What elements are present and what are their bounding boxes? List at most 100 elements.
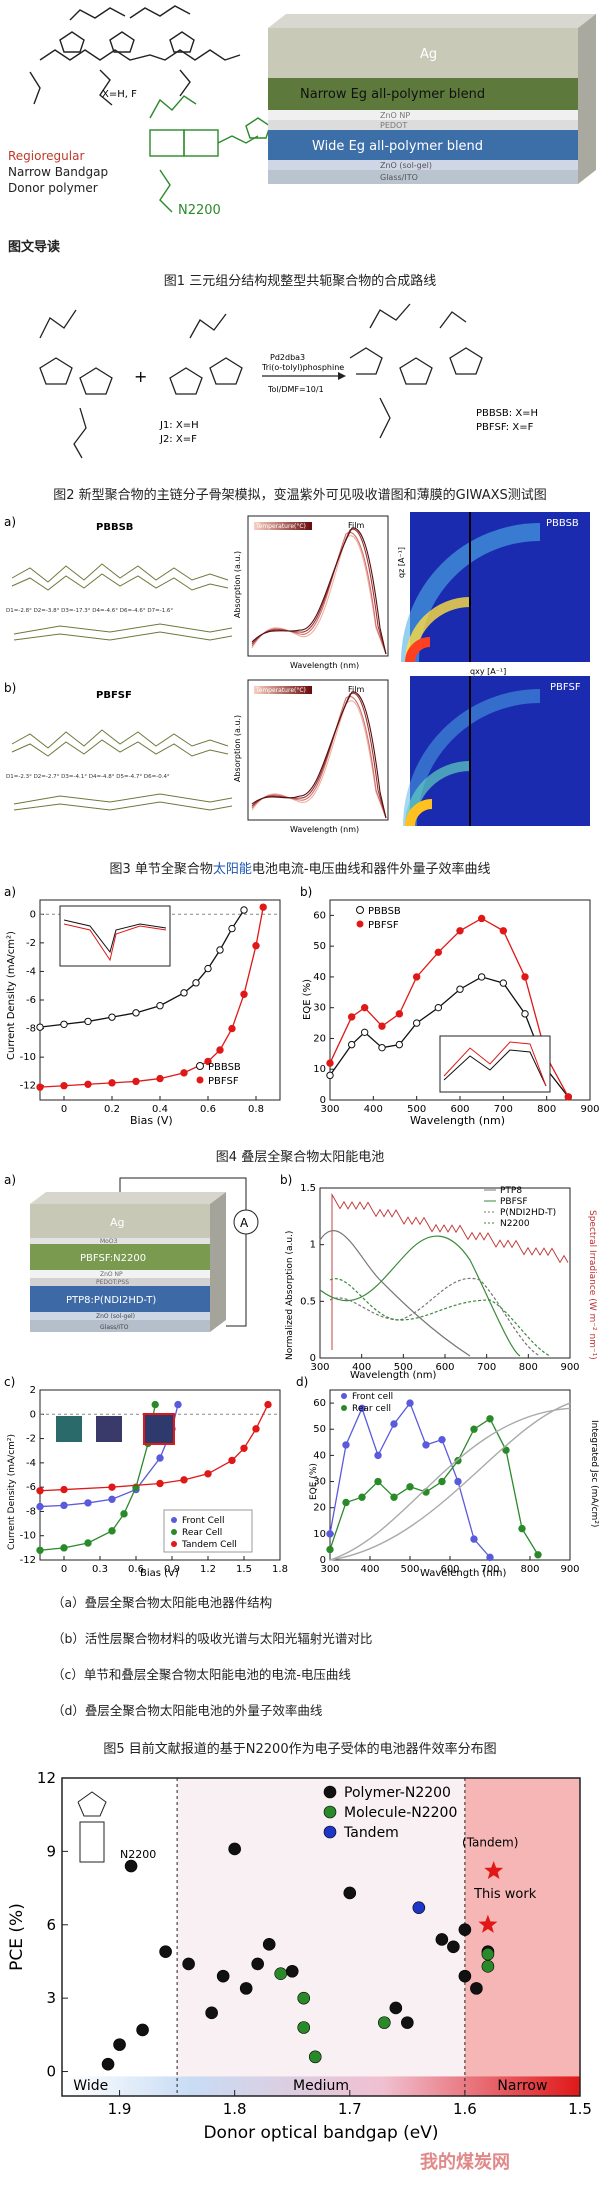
eqe-inset-line-pbbsb: [443, 1049, 547, 1087]
eqe4-front-point: [374, 1451, 382, 1460]
eqe4-ytick-label: 40: [313, 1450, 326, 1461]
pce-scatter: 1.9 1.8 1.7 1.6 1.5 0 3 6 9 12 Wide Medium Narrow Don…: [7, 1769, 592, 2143]
scatter-point: [308, 2050, 322, 2064]
eqe4-xtick-label: 300: [320, 1564, 339, 1575]
abs4-solar-line: [331, 1192, 569, 1350]
scatter-legend-marker: [323, 1825, 337, 1839]
scatter-legend-label: Polymer-N2200: [344, 1785, 451, 1801]
eqe4-jsc-rear: [329, 1402, 571, 1561]
jv-pbfsf-point: [108, 1079, 116, 1087]
jv4-rear-point: [36, 1546, 44, 1554]
section-heading: 图文导读: [8, 240, 61, 255]
abs-a-curves: [251, 527, 387, 655]
eqe4-rear-line: [329, 1417, 539, 1556]
eqe-pbfsf-point: [395, 1010, 404, 1018]
abs4-legend: PTP8 PBFSF P(NDI2HD-T) N2200: [484, 1186, 556, 1229]
scatter-xtick-label: 1.7: [338, 2100, 362, 2118]
eqe-pbfsf-point: [434, 948, 443, 957]
jv-ylabel: Current Density (mA/cm²): [6, 931, 17, 1060]
scatter-point: [343, 1886, 357, 1900]
pedot-label: PEDOT: [380, 121, 407, 130]
jv-pbfsf-point: [84, 1080, 92, 1088]
eqe4-ytick-label: 30: [313, 1477, 326, 1488]
eqe4-front-point: [438, 1435, 446, 1444]
jv-pbfsf-point: [204, 1057, 212, 1066]
jv-inset: [59, 905, 171, 967]
scatter-point: [481, 1947, 495, 1961]
abs4-ytick-label: 1.5: [300, 1183, 316, 1194]
abs4-ytick-label: 0: [310, 1353, 316, 1364]
eqe-ytick-label: 10: [313, 1064, 326, 1075]
jv4-tandem-point: [228, 1456, 236, 1465]
jv-pbbsb-line: [39, 909, 245, 1028]
inset-n2200-label: N2200: [120, 1848, 156, 1861]
eqe-pbbsb-point: [360, 1028, 369, 1037]
eqe-xtick-label: 900: [580, 1104, 599, 1115]
fig2-a-title: PBBSB: [96, 522, 133, 533]
eqe4-ytick-label: 10: [313, 1529, 326, 1540]
zno-np-layer: [268, 110, 578, 120]
eqe-ytick-label: 0: [320, 1095, 326, 1106]
jv4-tandem-point: [156, 1479, 164, 1488]
eqe4-ytick-label: 60: [313, 1398, 326, 1409]
jv4-front-point: [156, 1454, 164, 1462]
eqe4-ylabel: EQE (%): [309, 1463, 319, 1500]
scatter-ytick-label: 3: [46, 1989, 56, 2007]
jv4-xtick-label: 0.6: [128, 1564, 144, 1575]
fig4-item-a: （a）叠层全聚合物太阳能电池器件结构: [52, 1595, 273, 1610]
eqe-inset: [439, 1035, 551, 1093]
scatter-legend-label: Molecule-N2200: [344, 1805, 457, 1821]
abs4-ptp8-line: [319, 1230, 471, 1357]
scatter-point: [458, 1969, 472, 1983]
fig3-a-label: a): [4, 885, 16, 899]
scatter-ytick-label: 6: [46, 1916, 56, 1934]
this-work-star: [478, 1914, 498, 1933]
abs4-y2label: Spectral Irradiance (W m⁻² nm⁻¹): [587, 1210, 597, 1360]
photo-tandem: [143, 1413, 175, 1445]
svg-text:A: A: [240, 1216, 249, 1230]
jv-ytick-label: -2: [26, 938, 36, 949]
fig5-svg: 1.9 1.8 1.7 1.6 1.5 0 3 6 9 12 Wide Medium Narrow Don…: [7, 1769, 592, 2143]
hero-figure: X=H, F Regioregular Narrow Bandgap Donor…: [0, 0, 600, 230]
temp-legend-b: Temperature(°C): [255, 687, 306, 694]
eqe4-front-line: [329, 1401, 491, 1558]
eqe-xtick-label: 300: [320, 1104, 339, 1115]
temp-legend-a: Temperature(°C): [255, 523, 306, 530]
jv-ytick-label: -6: [26, 995, 36, 1006]
jv-legend: PBBSB PBFSF: [196, 1062, 241, 1087]
jv4-xtick-label: 1.5: [236, 1564, 252, 1575]
eqe4-rear-point: [502, 1446, 510, 1454]
jv4-frame: [39, 1389, 281, 1561]
eqe-pbfsf-point: [456, 927, 464, 935]
fig4-svg: a) b) c) d) Ag MoO3 PBFSF:N2200 ZnO NP P…: [4, 1173, 599, 1579]
fig3-caption: 图3 单节全聚合物太阳能电池电流-电压曲线和器件外量子效率曲线: [0, 858, 600, 877]
eqe4-jsc-front: [329, 1407, 571, 1561]
jv-ytick-label: -4: [26, 966, 36, 977]
fig2-b-label: b): [4, 681, 16, 695]
giwaxs-a-xlabel: qxy [A⁻¹]: [470, 667, 506, 676]
jv4-tandem-point: [36, 1487, 44, 1495]
dev-ptp8: PTP8:P(NDI2HD-T): [66, 1295, 156, 1306]
jv4-xtick-label: 0.9: [164, 1564, 180, 1575]
scatter-point: [239, 1982, 253, 1995]
film-legend-b: Film: [348, 685, 364, 694]
fig3-caption-pre: 图3 单节全聚合物: [109, 862, 213, 877]
eqe-pbfsf-point: [477, 914, 486, 923]
fig4-item-c: （c）单节和叠层全聚合物太阳能电池的电流-电压曲线: [52, 1667, 351, 1682]
narrow-region: [464, 1778, 580, 2096]
fig3-caption-link[interactable]: 太阳能: [212, 862, 252, 877]
abs-b-frame: [247, 679, 389, 821]
scatter-point: [182, 1957, 195, 1971]
eqe-legend-pbfsf: PBFSF: [368, 920, 399, 931]
eqe4-legend-rear: Rear cell: [352, 1404, 391, 1414]
hero-narrow-bandgap: Narrow Bandgap: [8, 165, 108, 179]
pedot-layer: [268, 120, 578, 130]
fig4-caption: 图4 叠层全聚合物太阳能电池: [215, 1150, 385, 1165]
jv-ytick-label: 0: [30, 909, 36, 920]
abs4-xlabel: Wavelength (nm): [350, 1370, 436, 1381]
abs4-ytick-label: 1: [310, 1240, 316, 1251]
fig4-a-label: a): [4, 1173, 16, 1187]
eqe4-rear-point: [518, 1524, 526, 1533]
jv4-tandem-point: [180, 1476, 188, 1484]
giwaxs-b-title: PBFSF: [550, 682, 581, 693]
